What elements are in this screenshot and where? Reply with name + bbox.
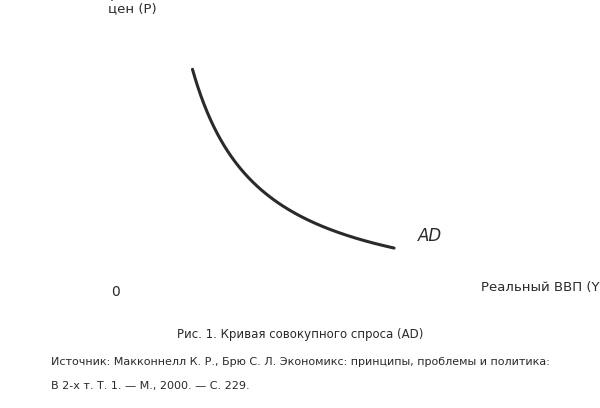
Text: В 2-х т. Т. 1. — М., 2000. — С. 229.: В 2-х т. Т. 1. — М., 2000. — С. 229.	[51, 381, 250, 392]
Text: Уровень
цен (P): Уровень цен (P)	[103, 0, 161, 16]
Text: Источник: Макконнелл К. Р., Брю С. Л. Экономикс: принципы, проблемы и политика:: Источник: Макконнелл К. Р., Брю С. Л. Эк…	[51, 357, 550, 367]
Text: AD: AD	[418, 227, 442, 245]
Text: Реальный ВВП (Y): Реальный ВВП (Y)	[481, 281, 600, 294]
Text: 0: 0	[111, 285, 119, 299]
Text: Рис. 1. Кривая совокупного спроса (AD): Рис. 1. Кривая совокупного спроса (AD)	[177, 328, 423, 341]
